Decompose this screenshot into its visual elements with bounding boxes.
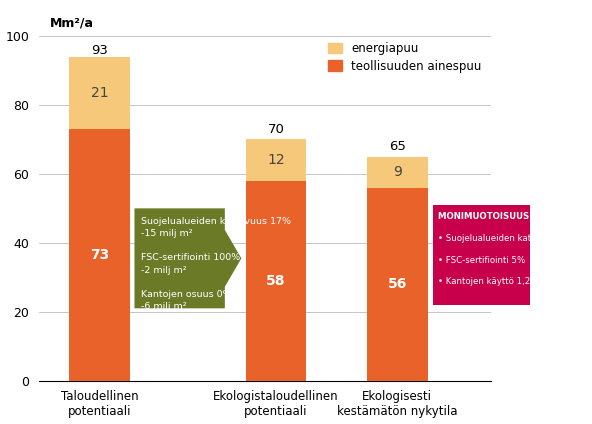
Text: MONIMUOTOISUUS HEIKKENEE: MONIMUOTOISUUS HEIKKENEE <box>437 212 585 221</box>
Bar <box>367 188 427 381</box>
Text: 9: 9 <box>393 165 402 179</box>
Text: 12: 12 <box>267 153 285 167</box>
Polygon shape <box>134 208 242 308</box>
Bar <box>69 129 130 381</box>
Text: • FSC-sertifiointi 5%: • FSC-sertifiointi 5% <box>437 256 525 265</box>
Text: Suojelualueiden kattavuus 17%
-15 milj m²

FSC-sertifiointi 100%
-2 milj m²

Kan: Suojelualueiden kattavuus 17% -15 milj m… <box>141 217 291 311</box>
Text: • Suojelualueiden kattavuus 5,2 %: • Suojelualueiden kattavuus 5,2 % <box>437 234 587 243</box>
Text: 93: 93 <box>91 44 108 57</box>
Bar <box>367 156 427 188</box>
Text: Mm²/a: Mm²/a <box>50 17 94 30</box>
Bar <box>69 57 130 129</box>
Text: 73: 73 <box>90 248 110 262</box>
Text: 58: 58 <box>266 274 286 288</box>
FancyBboxPatch shape <box>433 205 530 305</box>
Bar <box>246 139 307 181</box>
Text: 56: 56 <box>388 277 407 291</box>
Bar <box>246 181 307 381</box>
Text: 21: 21 <box>91 86 108 100</box>
Legend: energiapuu, teollisuuden ainespuu: energiapuu, teollisuuden ainespuu <box>324 39 485 76</box>
Text: 70: 70 <box>268 123 285 136</box>
Text: • Kantojen käyttö 1,2 milj m3: • Kantojen käyttö 1,2 milj m3 <box>437 277 565 286</box>
Text: 65: 65 <box>389 140 406 153</box>
